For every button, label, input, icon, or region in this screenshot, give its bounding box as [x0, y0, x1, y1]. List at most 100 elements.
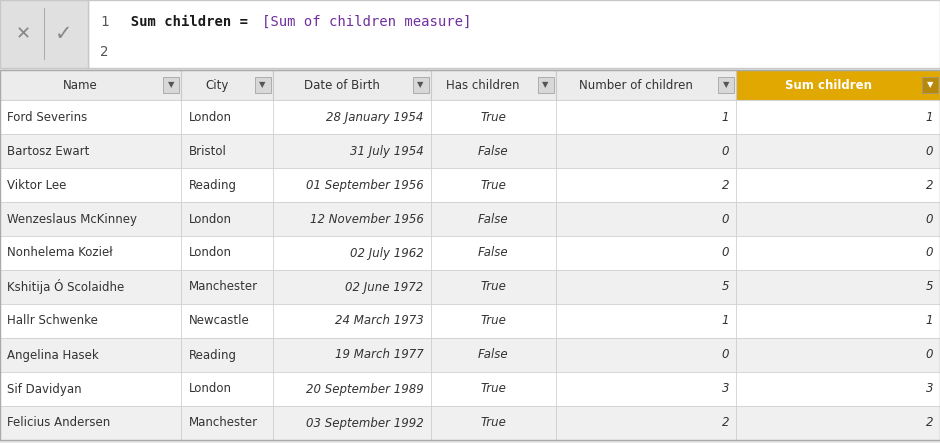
Text: 24 March 1973: 24 March 1973: [335, 315, 424, 327]
Text: 2: 2: [926, 179, 933, 191]
Bar: [736, 134, 940, 168]
Text: False: False: [478, 349, 509, 361]
Bar: [556, 168, 736, 202]
Bar: [431, 70, 556, 100]
Bar: [431, 168, 556, 202]
Text: 0: 0: [722, 349, 729, 361]
Bar: [431, 202, 556, 236]
Bar: [431, 304, 556, 338]
Bar: [0, 70, 181, 100]
Text: False: False: [478, 144, 509, 158]
Text: 03 September 1992: 03 September 1992: [306, 416, 424, 430]
Bar: [181, 70, 273, 100]
Bar: [164, 77, 180, 93]
Text: Bristol: Bristol: [188, 144, 227, 158]
Text: 3: 3: [926, 382, 933, 396]
Text: Felicius Andersen: Felicius Andersen: [7, 416, 110, 430]
Bar: [431, 236, 556, 270]
Bar: [273, 372, 431, 406]
Text: Hallr Schwenke: Hallr Schwenke: [7, 315, 98, 327]
Bar: [431, 372, 556, 406]
Text: Nonhelema Kozieł: Nonhelema Kozieł: [7, 246, 113, 260]
Text: 0: 0: [722, 213, 729, 225]
Text: London: London: [188, 213, 231, 225]
Text: 0: 0: [926, 144, 933, 158]
Bar: [718, 77, 734, 93]
Text: Name: Name: [63, 78, 98, 92]
Text: True: True: [480, 382, 506, 396]
Bar: [255, 77, 271, 93]
Bar: [538, 77, 554, 93]
Text: True: True: [480, 315, 506, 327]
Bar: [273, 304, 431, 338]
Bar: [556, 270, 736, 304]
Text: 02 June 1972: 02 June 1972: [345, 280, 424, 294]
Text: 2: 2: [722, 416, 729, 430]
Bar: [431, 338, 556, 372]
Text: [Sum of children measure]: [Sum of children measure]: [262, 15, 471, 29]
Bar: [273, 338, 431, 372]
Text: 0: 0: [926, 246, 933, 260]
Bar: [0, 134, 181, 168]
Bar: [736, 70, 940, 100]
Bar: [556, 70, 736, 100]
Text: London: London: [188, 110, 231, 124]
Bar: [181, 304, 273, 338]
Text: 0: 0: [926, 349, 933, 361]
Text: Angelina Hasek: Angelina Hasek: [7, 349, 99, 361]
Text: False: False: [478, 246, 509, 260]
Bar: [431, 270, 556, 304]
Bar: [556, 304, 736, 338]
Text: ✓: ✓: [55, 24, 72, 44]
Text: Wenzeslaus McKinney: Wenzeslaus McKinney: [7, 213, 137, 225]
Text: Number of children: Number of children: [579, 78, 693, 92]
Bar: [556, 202, 736, 236]
Bar: [413, 77, 429, 93]
Text: Sum children =: Sum children =: [114, 15, 257, 29]
Text: 28 January 1954: 28 January 1954: [326, 110, 424, 124]
Bar: [181, 372, 273, 406]
Text: 5: 5: [926, 280, 933, 294]
Text: 1: 1: [722, 315, 729, 327]
Text: 3: 3: [722, 382, 729, 396]
Bar: [922, 77, 938, 93]
Bar: [273, 134, 431, 168]
Bar: [181, 338, 273, 372]
Bar: [273, 100, 431, 134]
Text: London: London: [188, 382, 231, 396]
Bar: [556, 338, 736, 372]
Bar: [0, 100, 181, 134]
Bar: [181, 270, 273, 304]
Text: 01 September 1956: 01 September 1956: [306, 179, 424, 191]
Text: Ford Severins: Ford Severins: [7, 110, 87, 124]
Text: True: True: [480, 416, 506, 430]
Bar: [736, 406, 940, 440]
Bar: [431, 134, 556, 168]
Bar: [43, 8, 44, 60]
Text: 2: 2: [100, 45, 108, 59]
Text: 31 July 1954: 31 July 1954: [350, 144, 424, 158]
Text: 0: 0: [722, 246, 729, 260]
Text: 0: 0: [926, 213, 933, 225]
Bar: [181, 100, 273, 134]
Bar: [0, 406, 181, 440]
Text: Manchester: Manchester: [188, 280, 258, 294]
Text: ▼: ▼: [417, 81, 424, 89]
Bar: [736, 338, 940, 372]
Bar: [736, 100, 940, 134]
Bar: [0, 168, 181, 202]
Bar: [0, 270, 181, 304]
Text: Newcastle: Newcastle: [188, 315, 249, 327]
Bar: [0, 70, 940, 440]
Text: Sum children: Sum children: [785, 78, 871, 92]
Bar: [431, 406, 556, 440]
Bar: [181, 168, 273, 202]
Text: Viktor Lee: Viktor Lee: [7, 179, 67, 191]
Text: 1: 1: [926, 315, 933, 327]
Bar: [556, 134, 736, 168]
Text: True: True: [480, 110, 506, 124]
Text: Reading: Reading: [188, 179, 237, 191]
Bar: [556, 236, 736, 270]
Bar: [736, 304, 940, 338]
Text: Kshitija Ó Scolaidhe: Kshitija Ó Scolaidhe: [7, 280, 124, 295]
